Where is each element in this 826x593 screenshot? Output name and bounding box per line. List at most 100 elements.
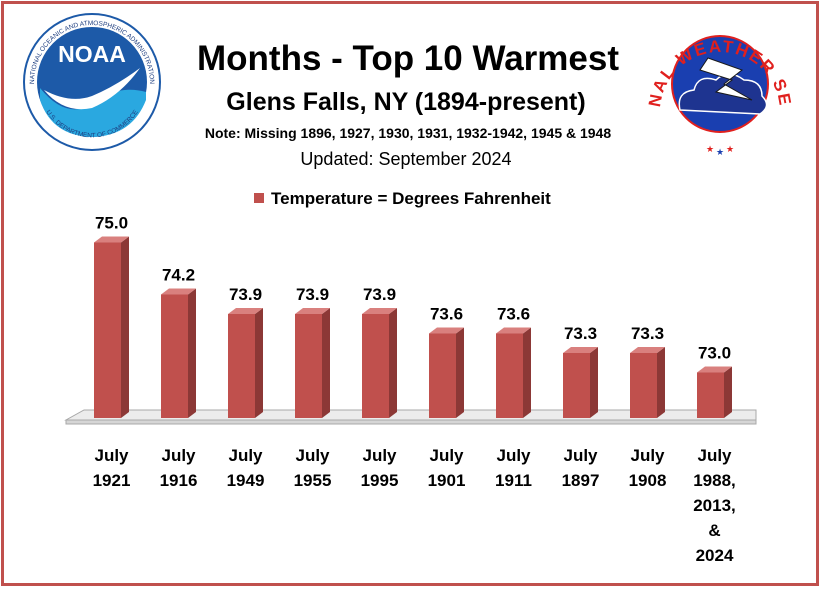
bar-front (697, 372, 724, 418)
category-label-line: July (496, 446, 531, 465)
bar-side (322, 308, 330, 418)
bar (429, 327, 464, 418)
category-label: July 1908 (629, 446, 667, 490)
star-icon: ★ (716, 147, 724, 157)
chart-title: Months - Top 10 Warmest (197, 39, 619, 78)
bar (295, 308, 330, 418)
category-label-line: 1901 (428, 471, 466, 490)
category-label-line: 1988, (693, 471, 736, 490)
category-label-line: 2013, (693, 496, 736, 515)
legend-swatch (254, 193, 264, 203)
bar-side (255, 308, 263, 418)
bar-top (295, 308, 330, 314)
bar-front (496, 333, 523, 418)
bar-front (228, 314, 255, 418)
bar-top (697, 366, 732, 373)
bar (161, 288, 196, 418)
category-label-line: July (630, 446, 665, 465)
category-label: July 1901 (428, 446, 466, 490)
bar-top (630, 347, 665, 353)
category-label-line: July (563, 446, 598, 465)
value-label: 73.3 (564, 324, 597, 343)
category-label: July 1995 (361, 446, 399, 490)
bar (697, 366, 732, 418)
legend-label: Temperature = Degrees Fahrenheit (271, 189, 551, 208)
bar-side (456, 327, 464, 418)
category-label-line: July (697, 446, 732, 465)
bar-side (724, 366, 732, 418)
category-label: July 1988, 2013, & 2024 (693, 446, 736, 565)
bar-side (121, 236, 129, 418)
value-label: 74.2 (162, 266, 195, 285)
value-label: 73.6 (430, 305, 463, 324)
bar-front (563, 353, 590, 418)
category-label-line: 1897 (562, 471, 600, 490)
bar-front (295, 314, 322, 418)
missing-years-note: Note: Missing 1896, 1927, 1930, 1931, 19… (205, 125, 611, 141)
category-label-line: July (94, 446, 129, 465)
value-label: 73.9 (296, 285, 329, 304)
category-label-line: & (708, 521, 720, 540)
bar-front (630, 353, 657, 418)
value-label: 73.3 (631, 324, 664, 343)
bar (228, 308, 263, 418)
category-label-line: 1921 (93, 471, 131, 490)
category-label: July 1949 (227, 446, 265, 490)
category-label: July 1897 (562, 446, 600, 490)
bar-side (657, 347, 665, 418)
bar-top (228, 308, 263, 314)
bar-front (429, 333, 456, 418)
star-icon: ★ (706, 144, 714, 154)
lightning-icon (699, 57, 753, 101)
category-label-line: 1916 (160, 471, 198, 490)
star-icon: ★ (726, 144, 734, 154)
category-label-line: July (429, 446, 464, 465)
bar-top (563, 347, 598, 353)
bar-side (523, 327, 531, 418)
value-label: 73.0 (698, 344, 731, 363)
bar-side (590, 347, 598, 418)
value-label: 73.9 (229, 285, 262, 304)
bar-top (94, 236, 129, 243)
bar (563, 347, 598, 418)
value-label: 73.6 (497, 305, 530, 324)
bar-front (94, 242, 121, 418)
category-label: July 1955 (294, 446, 332, 490)
category-label-line: July (295, 446, 330, 465)
bar (630, 347, 665, 418)
noaa-logo: NOAA NATIONAL OCEANIC AND ATMOSPHERIC AD… (23, 13, 161, 151)
bar-front (362, 314, 389, 418)
bar (362, 308, 397, 418)
bar-top (362, 308, 397, 314)
category-label-line: July (161, 446, 196, 465)
category-label-line: 1995 (361, 471, 399, 490)
legend: Temperature = Degrees Fahrenheit (254, 189, 551, 208)
value-labels: 75.0 74.2 73.9 73.9 73.9 73.6 73.6 73.3 73.3 73.0 (95, 214, 731, 363)
bar (496, 327, 531, 418)
noaa-wordmark: NOAA (58, 41, 126, 67)
updated-date: Updated: September 2024 (300, 149, 511, 169)
bar-top (496, 327, 531, 334)
category-label-line: July (228, 446, 263, 465)
bars (94, 236, 732, 418)
bar-side (389, 308, 397, 418)
chart-subtitle: Glens Falls, NY (1894-present) (226, 88, 585, 116)
bar-front (161, 294, 188, 418)
category-labels: July 1921 July 1916 July 1949 July 1955 July 1995… (93, 446, 736, 565)
category-label: July 1916 (160, 446, 198, 490)
category-label-line: 1949 (227, 471, 265, 490)
category-label-line: 2024 (696, 546, 734, 565)
value-label: 75.0 (95, 214, 128, 233)
category-label-line: 1955 (294, 471, 332, 490)
chart-floor-edge (65, 419, 757, 425)
bar-side (188, 288, 196, 418)
category-label-line: 1908 (629, 471, 667, 490)
category-label: July 1911 (495, 446, 532, 490)
value-label: 73.9 (363, 285, 396, 304)
category-label-line: 1911 (495, 471, 532, 490)
bar (94, 236, 129, 418)
category-label-line: July (362, 446, 397, 465)
category-label: July 1921 (93, 446, 131, 490)
bar-top (429, 327, 464, 334)
